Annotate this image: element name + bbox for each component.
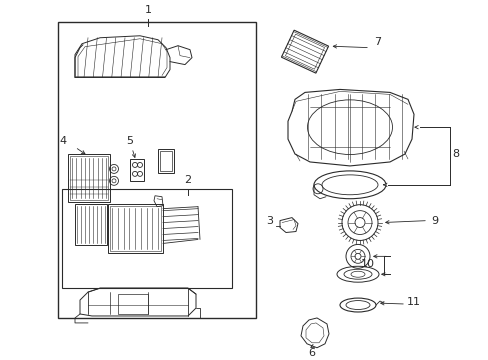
Bar [70, 156, 108, 200]
Text: 10: 10 [360, 259, 374, 269]
Text: 3: 3 [265, 216, 272, 226]
Text: 2: 2 [184, 175, 191, 185]
Bar [62, 189, 231, 288]
Text: 5: 5 [126, 136, 133, 146]
Bar [108, 204, 163, 253]
Bar [118, 294, 148, 314]
Text: 9: 9 [430, 216, 437, 226]
Text: 7: 7 [373, 37, 380, 47]
Bar [160, 151, 172, 171]
Text: 8: 8 [451, 149, 458, 159]
Text: 11: 11 [406, 297, 420, 307]
Bar [58, 22, 256, 318]
Text: 1: 1 [144, 5, 151, 15]
Text: 6: 6 [308, 348, 315, 358]
Bar [158, 149, 174, 173]
Text: 4: 4 [60, 136, 66, 146]
Bar [110, 206, 161, 251]
Bar [130, 159, 143, 181]
Bar [75, 204, 107, 246]
Bar [68, 154, 110, 202]
